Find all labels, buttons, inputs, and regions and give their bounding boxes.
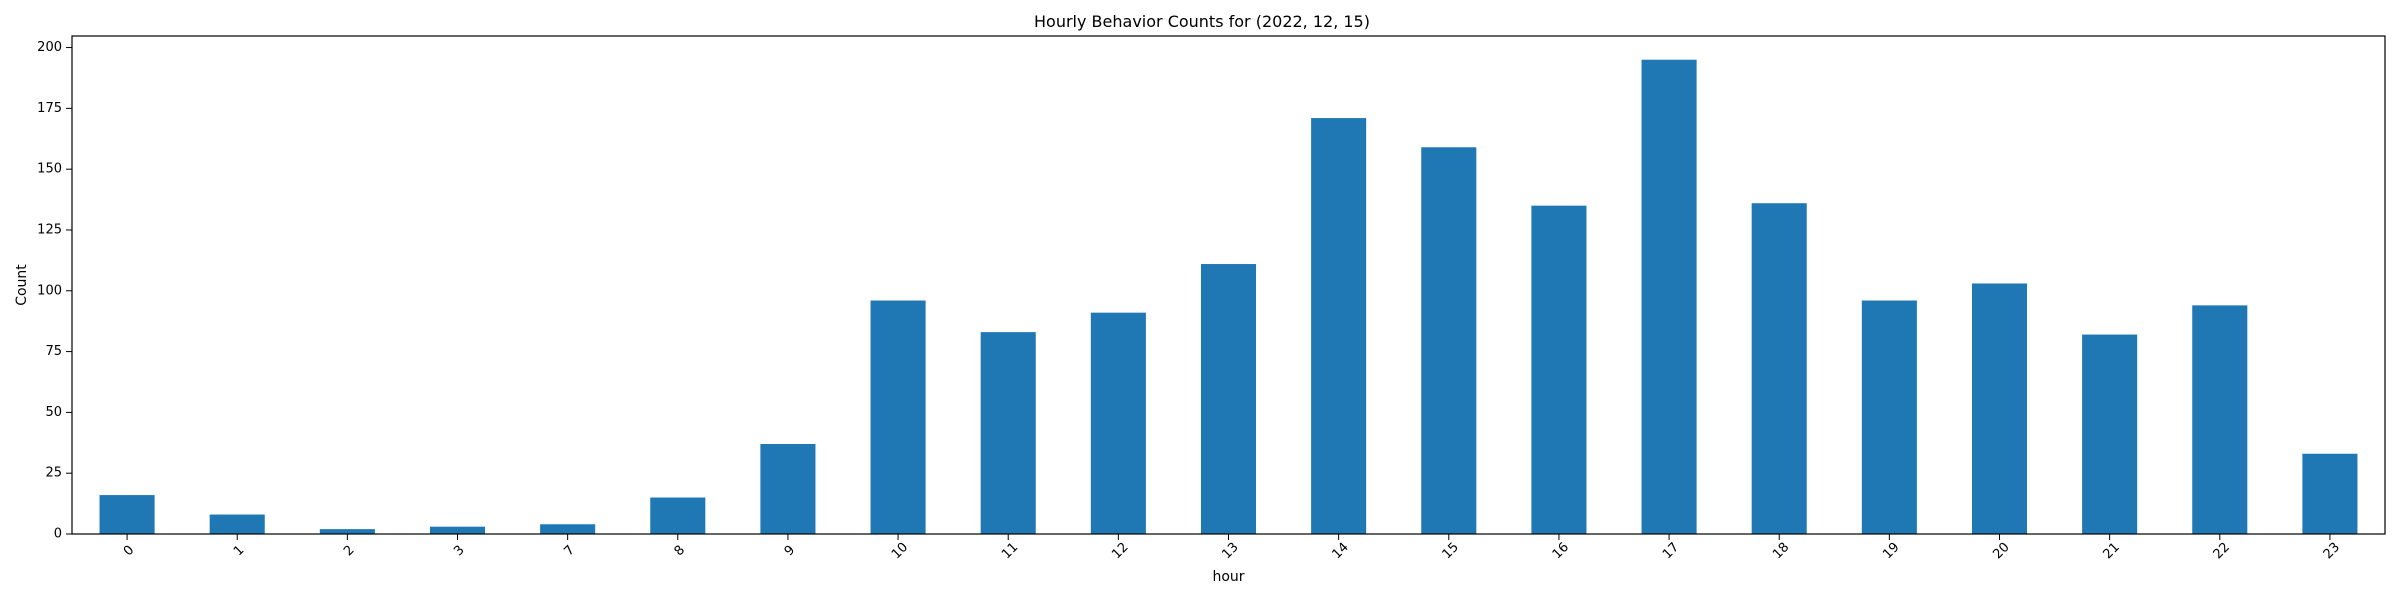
y-tick-label: 75 — [45, 344, 62, 359]
bar-hour-10 — [870, 300, 926, 534]
bars-group — [99, 59, 2358, 534]
bar-hour-19 — [1861, 300, 1917, 534]
y-tick-label: 0 — [54, 527, 62, 542]
bar-hour-11 — [980, 332, 1036, 534]
bar-hour-9 — [760, 444, 816, 534]
y-tick-label: 175 — [37, 101, 62, 116]
bar-hour-23 — [2302, 453, 2358, 534]
bar-hour-21 — [2082, 334, 2138, 534]
x-tick-label: 2 — [341, 543, 357, 559]
x-tick-label: 7 — [561, 543, 577, 559]
bar-hour-15 — [1421, 147, 1477, 534]
x-tick-label: 18 — [1770, 540, 1792, 562]
bar-hour-17 — [1641, 59, 1697, 534]
bar-hour-13 — [1200, 264, 1257, 534]
x-tick-label: 1 — [231, 543, 247, 559]
bar-hour-14 — [1311, 118, 1367, 534]
y-tick-label: 150 — [37, 162, 62, 177]
bar-hour-3 — [429, 526, 486, 534]
x-axis-label: hour — [1212, 569, 1244, 585]
bar-hour-7 — [540, 524, 596, 534]
chart-title: Hourly Behavior Counts for (2022, 12, 15… — [1034, 12, 1370, 31]
bar-hour-8 — [650, 497, 706, 534]
x-tick-label: 17 — [1660, 540, 1682, 562]
y-tick-label: 125 — [37, 222, 62, 237]
x-tick-label: 8 — [672, 543, 688, 559]
bar-hour-12 — [1090, 312, 1146, 534]
y-tick-label: 200 — [37, 40, 62, 55]
x-tick-label: 14 — [1329, 540, 1351, 562]
bar-hour-2 — [319, 529, 375, 534]
bar-hour-0 — [99, 495, 155, 534]
y-tick-label: 25 — [45, 466, 62, 481]
x-tick-label: 21 — [2100, 540, 2122, 562]
x-tick-label: 19 — [1880, 540, 1902, 562]
x-tick-label: 0 — [121, 543, 137, 559]
x-tick-label: 11 — [999, 540, 1021, 562]
x-tick-label: 13 — [1219, 540, 1241, 562]
y-tick-label: 100 — [37, 283, 62, 298]
x-tick-label: 9 — [782, 543, 798, 559]
y-tick-label: 50 — [45, 405, 62, 420]
x-tick-label: 3 — [451, 543, 467, 559]
x-tick-label: 20 — [1990, 540, 2012, 562]
bar-hour-16 — [1531, 205, 1587, 534]
x-axis: 0 1 2 3 7 8 9 10 11 12 13 14 15 16 17 18 19 20 21 22 23 — [121, 534, 2343, 562]
x-tick-label: 15 — [1440, 540, 1462, 562]
x-tick-label: 23 — [2321, 540, 2343, 562]
x-tick-label: 10 — [889, 540, 911, 562]
x-tick-label: 12 — [1109, 540, 1131, 562]
bar-hour-22 — [2192, 305, 2248, 534]
x-tick-label: 16 — [1550, 540, 1572, 562]
bar-hour-1 — [209, 514, 265, 534]
x-tick-label: 22 — [2211, 540, 2233, 562]
plot-frame — [71, 35, 2386, 535]
y-axis: 0 25 50 75 100 125 150 175 200 — [37, 40, 72, 542]
bar-hour-18 — [1751, 203, 1807, 534]
y-axis-label: Count — [14, 264, 30, 306]
bar-hour-20 — [1971, 283, 2028, 534]
